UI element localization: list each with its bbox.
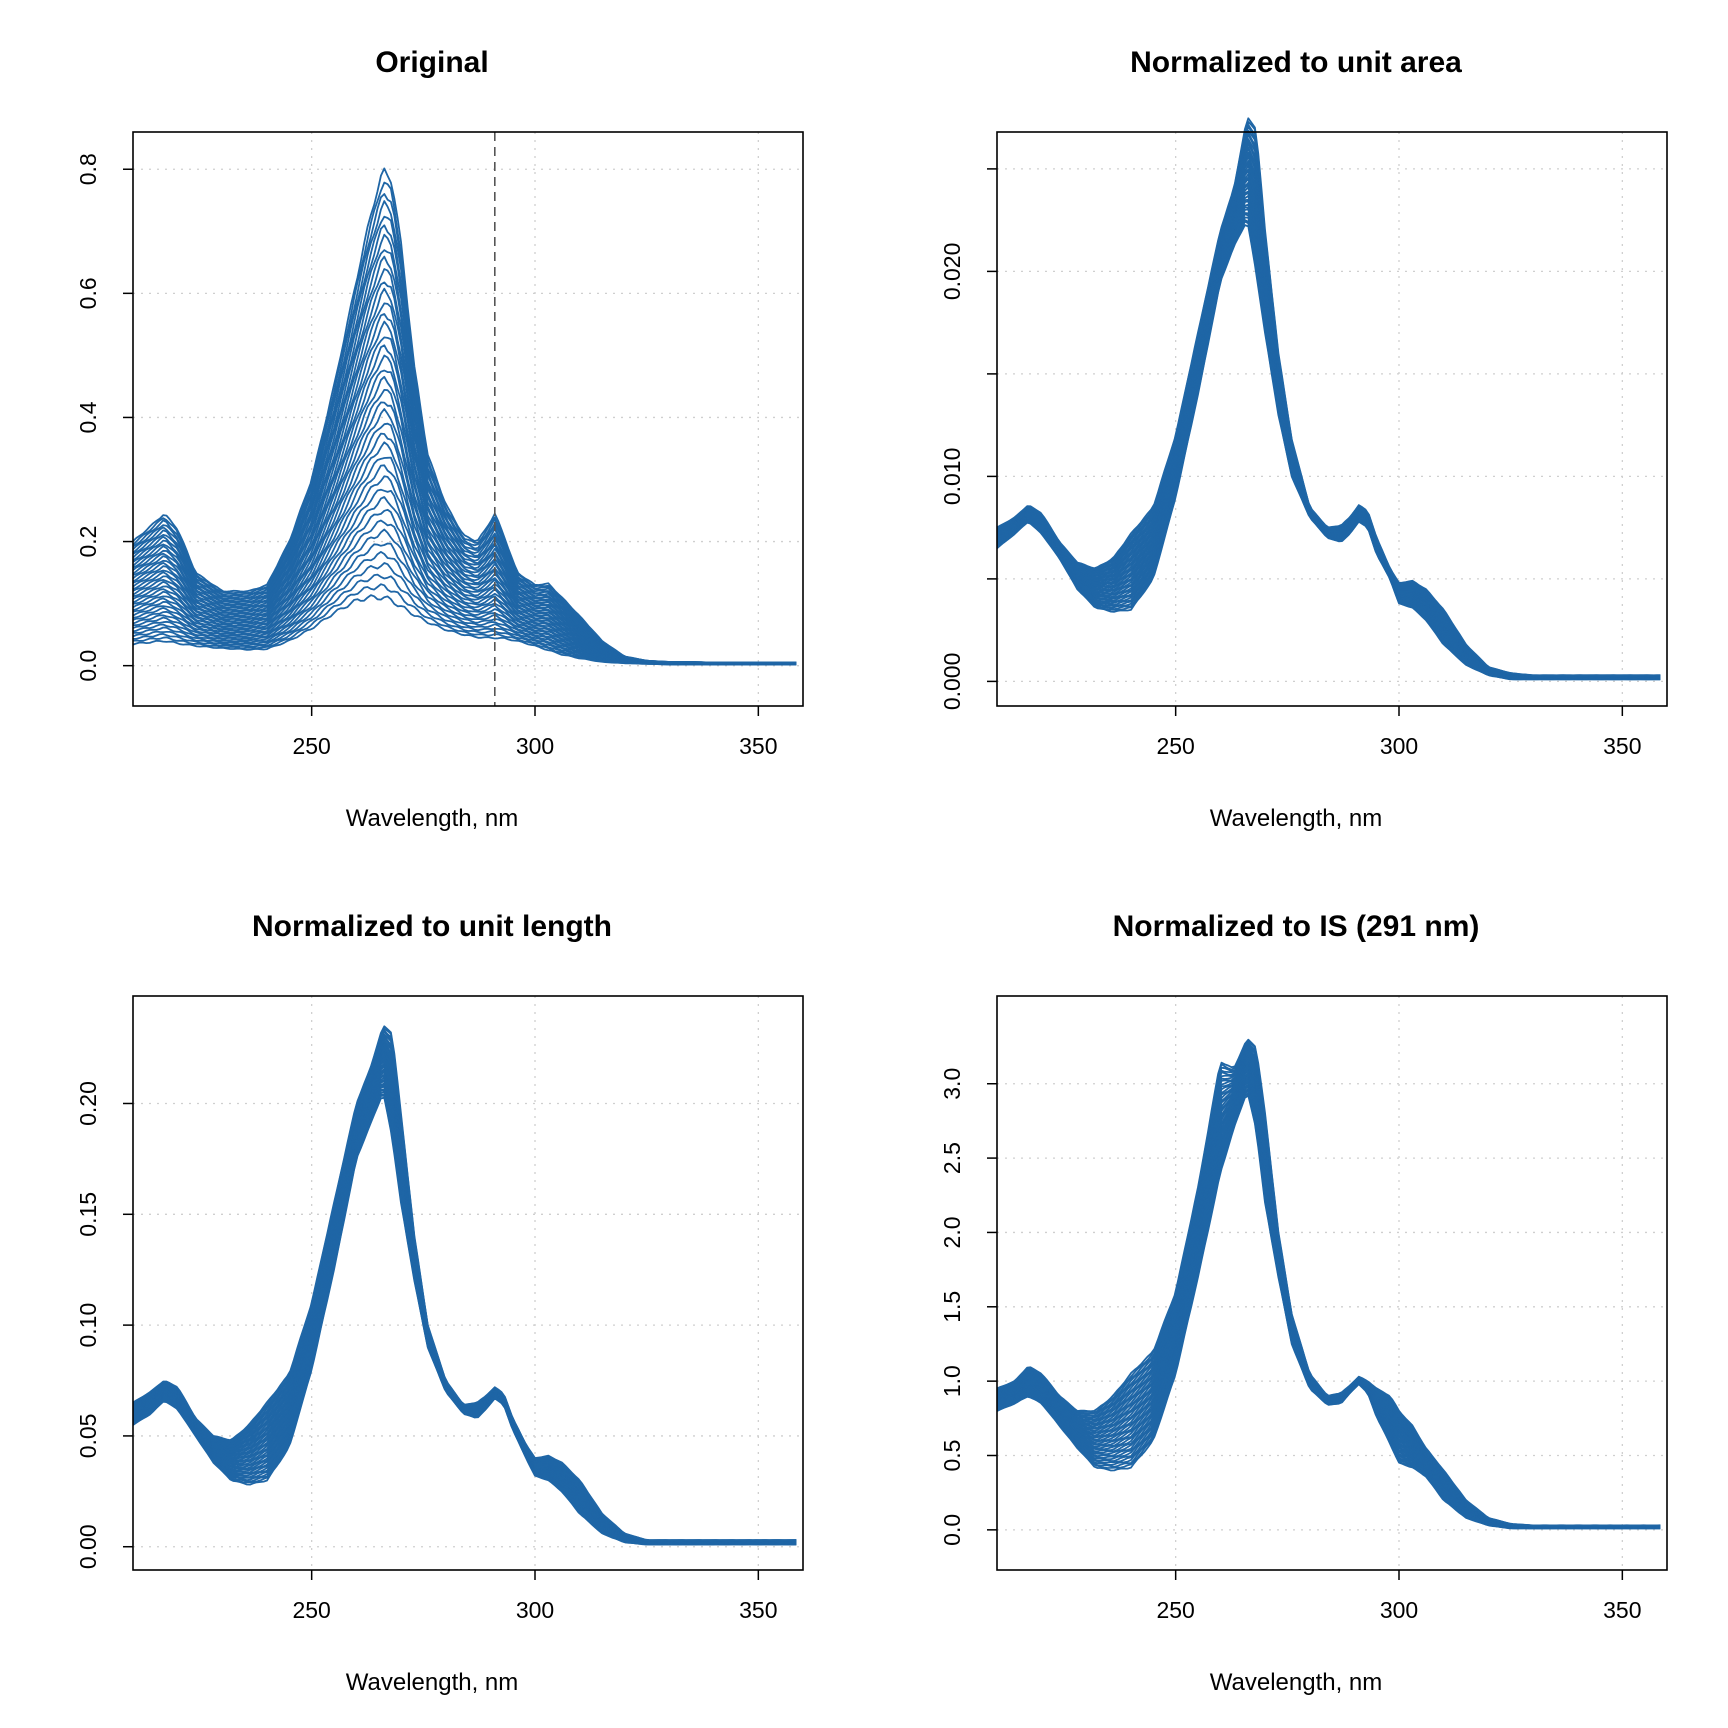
series-line	[996, 213, 1661, 680]
x-tick-label: 300	[1380, 1597, 1418, 1623]
chart-svg: 250 300 350 0.0 0.5 1.0 1.5 2.0 2.5 3.0	[939, 995, 1668, 1623]
y-tick-label: 2.5	[939, 1142, 965, 1174]
y-tick-label: 1.0	[939, 1365, 965, 1397]
series-line	[132, 1088, 797, 1545]
chart-svg: 250 300 350 0.0 0.2 0.4 0.6 0.8	[75, 131, 804, 759]
x-tick-label: 300	[1380, 733, 1418, 759]
chart-title: Normalized to unit area	[1130, 46, 1462, 79]
y-tick-label: 0.8	[75, 153, 101, 185]
series-line	[996, 117, 1661, 677]
series-line	[996, 220, 1661, 681]
y-tick-label: 0.10	[75, 1303, 101, 1348]
y-tick-label: 0.05	[75, 1414, 101, 1459]
panel-original: Original 250 300 350 0.0 0.2 0.4 0.6 0.8 Wavele…	[0, 0, 864, 864]
y-tick-label: 0.20	[75, 1081, 101, 1126]
series-line	[132, 167, 797, 664]
y-tick-label: 1.5	[939, 1291, 965, 1323]
series-line	[996, 216, 1661, 680]
chart-svg: 250 300 350 0.000 0.010 0.020	[939, 117, 1668, 759]
chart-title: Normalized to IS (291 nm)	[1112, 910, 1480, 943]
x-axis-label: Wavelength, nm	[345, 1669, 519, 1696]
x-axis-label: Wavelength, nm	[345, 805, 519, 832]
x-tick-label: 250	[292, 733, 330, 759]
x-tick-label: 250	[292, 1597, 330, 1623]
x-tick-label: 350	[739, 1597, 777, 1623]
y-tick-label: 0.010	[939, 448, 965, 506]
series-line	[996, 1090, 1661, 1530]
series-line	[996, 1050, 1661, 1527]
y-tick-label: 0.000	[939, 653, 965, 711]
series-line	[996, 212, 1661, 680]
y-tick-label: 0.4	[75, 401, 101, 433]
y-tick-label: 2.0	[939, 1216, 965, 1248]
y-tick-label: 0.00	[75, 1524, 101, 1569]
y-tick-label: 0.5	[939, 1440, 965, 1472]
y-tick-label: 0.15	[75, 1192, 101, 1237]
plot-frame	[996, 131, 1668, 707]
x-tick-label: 250	[1156, 733, 1194, 759]
x-tick-label: 350	[739, 733, 777, 759]
y-tick-label: 0.0	[939, 1514, 965, 1546]
series-line	[996, 224, 1661, 681]
series-line	[996, 1038, 1661, 1527]
chart-title: Normalized to unit length	[252, 910, 612, 943]
y-tick-label: 0.020	[939, 243, 965, 301]
chart-title: Original	[375, 46, 489, 79]
x-axis-label: Wavelength, nm	[1209, 1669, 1383, 1696]
y-tick-label: 0.6	[75, 277, 101, 309]
series-line	[996, 219, 1661, 681]
panel-unit-length: Normalized to unit length 250 300 350 0.00 0…	[0, 864, 864, 1728]
x-tick-label: 350	[1603, 733, 1641, 759]
panel-unit-area: Normalized to unit area 250 300 350 0.000 0.…	[864, 0, 1728, 864]
y-tick-label: 3.0	[939, 1068, 965, 1100]
series-line	[132, 281, 797, 664]
plot-frame	[132, 995, 804, 1571]
chart-svg: 250 300 350 0.00 0.05 0.10 0.15 0.20	[75, 995, 804, 1623]
series-line	[996, 1049, 1661, 1527]
x-axis-label: Wavelength, nm	[1209, 805, 1383, 832]
plot-frame	[996, 995, 1668, 1571]
x-tick-label: 300	[516, 733, 554, 759]
y-tick-label: 0.0	[75, 650, 101, 682]
x-tick-label: 350	[1603, 1597, 1641, 1623]
y-tick-label: 0.2	[75, 526, 101, 558]
series-line	[132, 1025, 797, 1542]
x-tick-label: 250	[1156, 1597, 1194, 1623]
panel-is-291: Normalized to IS (291 nm) 250 300 350 0.0 0.…	[864, 864, 1728, 1728]
plot-frame	[132, 131, 804, 707]
x-tick-label: 300	[516, 1597, 554, 1623]
